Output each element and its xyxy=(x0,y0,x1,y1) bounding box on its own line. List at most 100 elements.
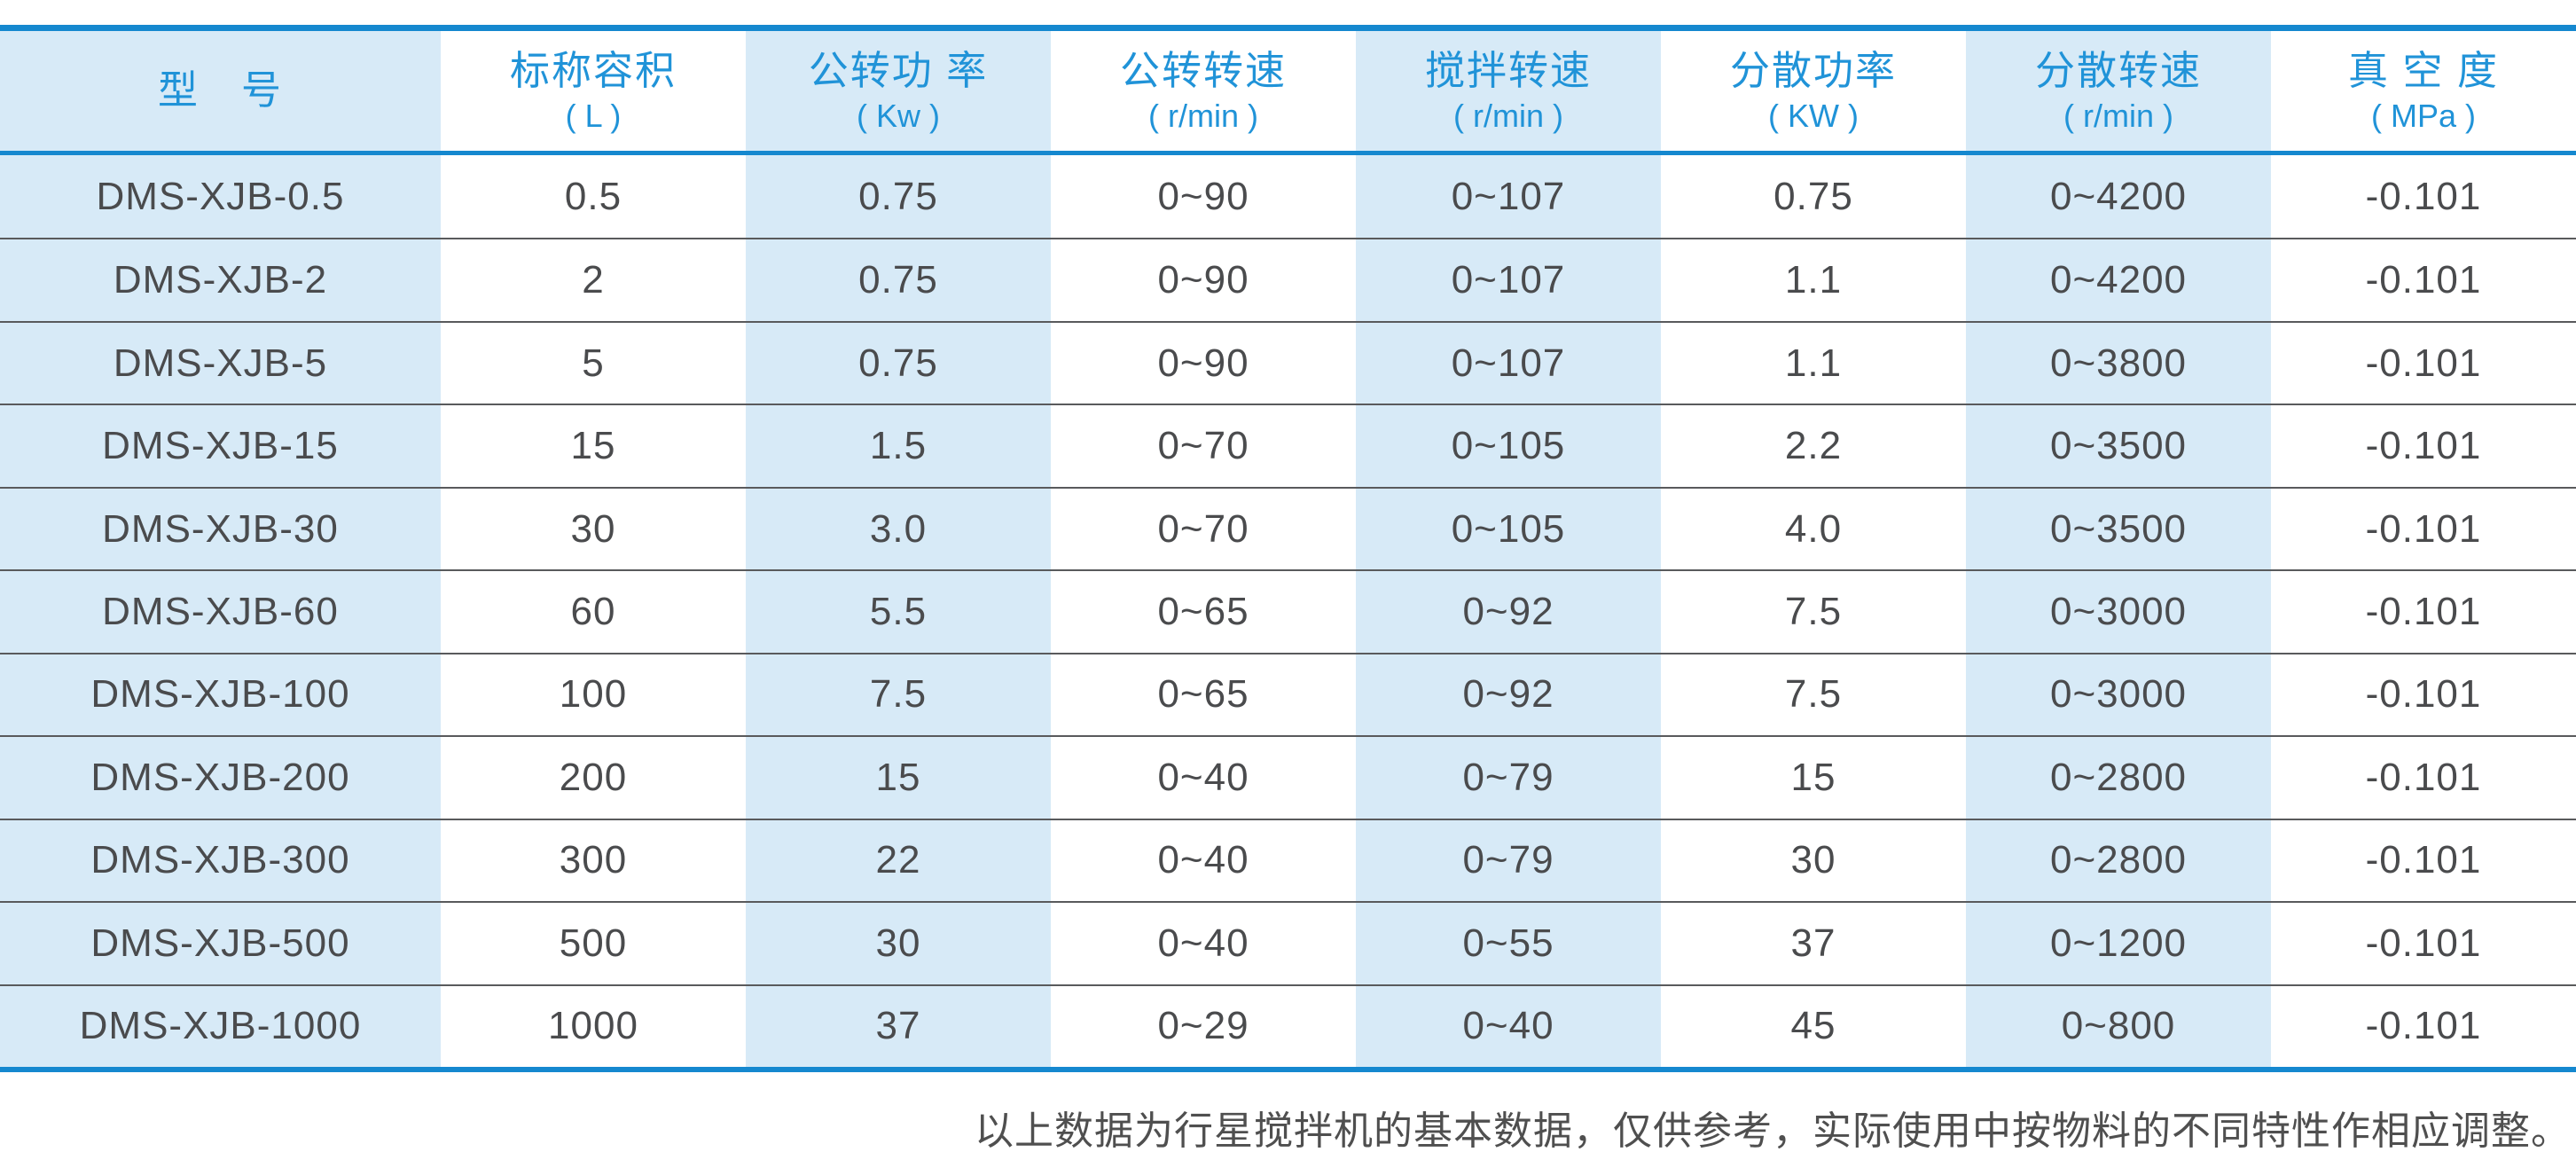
value-cell: 0~3800 xyxy=(1966,322,2271,404)
table-row: DMS-XJB-30 30 3.0 0~70 0~105 4.0 0~3500 -0.101 xyxy=(0,486,2576,570)
value-cell: 100 xyxy=(441,654,746,736)
value-cell: 200 xyxy=(441,737,746,819)
value-cell: 0~4200 xyxy=(1966,155,2271,239)
value-cell: 0~2800 xyxy=(1966,819,2271,902)
value-cell: 0~3500 xyxy=(1966,405,2271,487)
value-cell: 30 xyxy=(746,903,1051,984)
model-cell: DMS-XJB-500 xyxy=(0,903,441,984)
column-header: 型 号 xyxy=(0,31,441,151)
value-cell: 0~3000 xyxy=(1966,571,2271,653)
value-cell: 0~40 xyxy=(1356,985,1661,1067)
model-cell: DMS-XJB-5 xyxy=(0,322,441,404)
model-cell: DMS-XJB-300 xyxy=(0,819,441,902)
model-cell: DMS-XJB-60 xyxy=(0,571,441,653)
value-cell: 0~800 xyxy=(1966,985,2271,1067)
model-cell: DMS-XJB-2 xyxy=(0,239,441,321)
value-cell: 5.5 xyxy=(746,571,1051,653)
value-cell: 0~4200 xyxy=(1966,239,2271,321)
value-cell: 0~40 xyxy=(1051,903,1356,984)
value-cell: -0.101 xyxy=(2271,239,2576,321)
value-cell: 0~55 xyxy=(1356,903,1661,984)
table-bottom-rule xyxy=(0,1067,2576,1072)
value-cell: 60 xyxy=(441,571,746,653)
model-cell: DMS-XJB-0.5 xyxy=(0,155,441,239)
value-cell: 1.5 xyxy=(746,405,1051,487)
value-cell: -0.101 xyxy=(2271,488,2576,570)
value-cell: 7.5 xyxy=(1661,571,1966,653)
table-row: DMS-XJB-300 300 22 0~40 0~79 30 0~2800 -0.101 xyxy=(0,818,2576,902)
value-cell: 0.75 xyxy=(746,239,1051,321)
spec-sheet: 型 号标称容积( L ) 公转功 率( Kw ) 公转转速( r/min ) 搅拌转速… xyxy=(0,25,2576,1152)
value-cell: 45 xyxy=(1661,985,1966,1067)
column-unit: ( r/min ) xyxy=(2063,97,2173,134)
column-title: 型 号 xyxy=(157,67,283,114)
value-cell: -0.101 xyxy=(2271,903,2576,984)
column-header: 公转功 率 ( Kw ) xyxy=(746,31,1051,151)
value-cell: -0.101 xyxy=(2271,737,2576,819)
value-cell: 500 xyxy=(441,903,746,984)
value-cell: 0~107 xyxy=(1356,239,1661,321)
value-cell: -0.101 xyxy=(2271,819,2576,902)
table-row: DMS-XJB-0.5 0.5 0.75 0~90 0~107 0.75 0~4200 -0.… xyxy=(0,155,2576,239)
value-cell: 4.0 xyxy=(1661,488,1966,570)
value-cell: 0.75 xyxy=(746,155,1051,239)
table-top-rule xyxy=(0,25,2576,31)
value-cell: 1000 xyxy=(441,985,746,1067)
model-cell: DMS-XJB-30 xyxy=(0,488,441,570)
value-cell: 2.2 xyxy=(1661,405,1966,487)
model-cell: DMS-XJB-15 xyxy=(0,405,441,487)
value-cell: 0~3000 xyxy=(1966,654,2271,736)
value-cell: 0~65 xyxy=(1051,654,1356,736)
value-cell: 0~92 xyxy=(1356,571,1661,653)
column-header: 搅拌转速 ( r/min ) xyxy=(1356,31,1661,151)
table-row: DMS-XJB-500 500 30 0~40 0~55 37 0~1200 -0.101 xyxy=(0,901,2576,984)
column-title: 标称容积 xyxy=(509,47,677,93)
column-title: 搅拌转速 xyxy=(1424,47,1592,93)
value-cell: 15 xyxy=(1661,737,1966,819)
column-header: 公转转速 ( r/min ) xyxy=(1051,31,1356,151)
column-unit: ( r/min ) xyxy=(1453,97,1563,134)
table-row: DMS-XJB-100 100 7.5 0~65 0~92 7.5 0~3000 -0.101 xyxy=(0,652,2576,736)
value-cell: 15 xyxy=(746,737,1051,819)
value-cell: -0.101 xyxy=(2271,571,2576,653)
value-cell: 0~2800 xyxy=(1966,737,2271,819)
value-cell: 0~90 xyxy=(1051,155,1356,239)
column-title: 公转转速 xyxy=(1119,47,1287,93)
model-cell: DMS-XJB-200 xyxy=(0,737,441,819)
value-cell: 0.75 xyxy=(1661,155,1966,239)
value-cell: 7.5 xyxy=(746,654,1051,736)
value-cell: 0~90 xyxy=(1051,239,1356,321)
value-cell: 37 xyxy=(746,985,1051,1067)
value-cell: 1.1 xyxy=(1661,239,1966,321)
value-cell: 0~107 xyxy=(1356,155,1661,239)
column-title: 公转功 率 xyxy=(808,47,989,93)
column-header: 分散功率 ( KW ) xyxy=(1661,31,1966,151)
table-row: DMS-XJB-15 15 1.5 0~70 0~105 2.2 0~3500 -0.101 xyxy=(0,404,2576,487)
value-cell: 0~29 xyxy=(1051,985,1356,1067)
value-cell: 3.0 xyxy=(746,488,1051,570)
value-cell: 7.5 xyxy=(1661,654,1966,736)
column-unit: ( r/min ) xyxy=(1148,97,1258,134)
value-cell: 0.5 xyxy=(441,155,746,239)
value-cell: 0~1200 xyxy=(1966,903,2271,984)
table-header-row: 型 号标称容积( L ) 公转功 率( Kw ) 公转转速( r/min ) 搅拌转速… xyxy=(0,31,2576,151)
value-cell: 0~3500 xyxy=(1966,488,2271,570)
value-cell: 2 xyxy=(441,239,746,321)
table-row: DMS-XJB-60 60 5.5 0~65 0~92 7.5 0~3000 -0.101 xyxy=(0,569,2576,653)
column-title: 分散功率 xyxy=(1729,47,1897,93)
value-cell: 0~92 xyxy=(1356,654,1661,736)
value-cell: -0.101 xyxy=(2271,322,2576,404)
table-row: DMS-XJB-200 200 15 0~40 0~79 15 0~2800 -0.101 xyxy=(0,735,2576,819)
value-cell: 30 xyxy=(441,488,746,570)
table-row: DMS-XJB-1000 1000 37 0~29 0~40 45 0~800 -0.101 xyxy=(0,984,2576,1067)
value-cell: -0.101 xyxy=(2271,155,2576,239)
column-unit: ( KW ) xyxy=(1768,97,1859,134)
value-cell: 37 xyxy=(1661,903,1966,984)
value-cell: 0~40 xyxy=(1051,737,1356,819)
value-cell: 0.75 xyxy=(746,322,1051,404)
table-row: DMS-XJB-2 2 0.75 0~90 0~107 1.1 0~4200 -0.101 xyxy=(0,238,2576,321)
value-cell: -0.101 xyxy=(2271,654,2576,736)
table-row: DMS-XJB-5 5 0.75 0~90 0~107 1.1 0~3800 -0.101 xyxy=(0,320,2576,404)
value-cell: 5 xyxy=(441,322,746,404)
value-cell: 0~107 xyxy=(1356,322,1661,404)
